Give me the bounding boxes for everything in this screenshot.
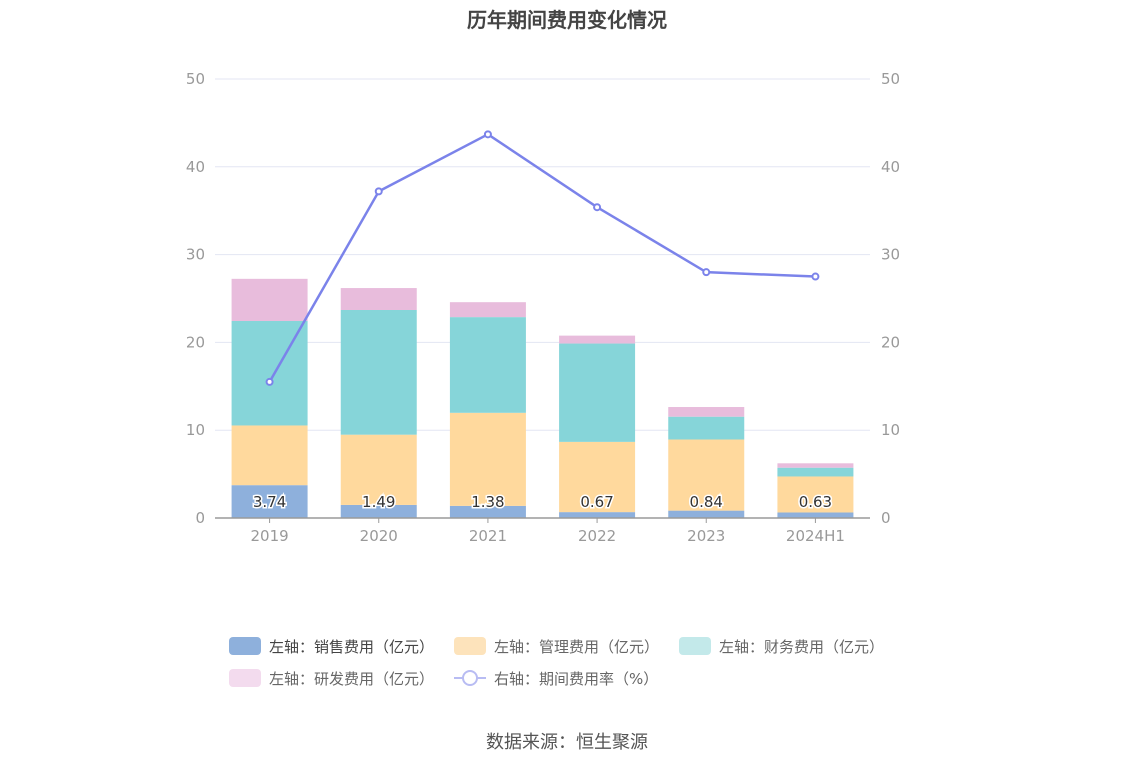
y-right-tick-label: 30 <box>881 246 900 264</box>
bar-segment <box>777 463 854 468</box>
y-right-tick-label: 40 <box>881 158 900 176</box>
bar-segment <box>449 412 526 506</box>
bar-segment <box>668 439 745 511</box>
bar-segment <box>777 467 854 477</box>
bar-data-label: 0.84 <box>690 493 723 511</box>
bar-segment <box>231 278 308 321</box>
legend-label-admin: 左轴：管理费用（亿元） <box>494 637 660 656</box>
y-left-tick-label: 40 <box>186 158 205 176</box>
bar-segment <box>559 512 636 518</box>
bar-segment <box>668 407 745 417</box>
y-left-tick-label: 20 <box>186 333 205 351</box>
y-right-tick-label: 20 <box>881 333 900 351</box>
legend-item-sales[interactable]: 左轴：销售费用（亿元） <box>229 636 434 657</box>
bar-segment <box>340 288 417 311</box>
x-tick-label: 2019 <box>250 527 288 545</box>
x-tick-label: 2024H1 <box>786 527 845 545</box>
bar-segment <box>340 310 417 435</box>
y-left-tick-label: 10 <box>186 421 205 439</box>
legend-item-rd[interactable]: 左轴：研发费用（亿元） <box>229 668 434 689</box>
rate-point <box>593 203 602 212</box>
rate-point <box>483 130 492 139</box>
chart-title: 历年期间费用变化情况 <box>467 8 667 32</box>
legend-swatch-sales <box>229 637 261 655</box>
legend-item-finance[interactable]: 左轴：财务费用（亿元） <box>679 636 884 657</box>
bar-segment <box>559 441 636 513</box>
legend-swatch-rate <box>454 669 487 687</box>
y-right-tick-label: 50 <box>881 70 900 88</box>
rate-line <box>268 132 816 383</box>
data-source: 数据来源：恒生聚源 <box>486 732 648 753</box>
bar-segment <box>668 416 745 440</box>
x-tick-label: 2021 <box>469 527 507 545</box>
legend-swatch-rd <box>229 669 261 687</box>
bar-data-label: 1.49 <box>362 493 395 511</box>
bar-data-label: 3.74 <box>253 493 286 511</box>
bar-segment <box>777 512 854 518</box>
rate-point <box>811 272 820 281</box>
legend-label-rate: 右轴：期间费用率（%） <box>494 669 659 688</box>
y-right-tick-label: 0 <box>881 509 891 527</box>
y-right-tick-label: 10 <box>881 421 900 439</box>
x-tick-label: 2020 <box>360 527 398 545</box>
bar-segment <box>340 504 417 518</box>
bar-data-label: 0.63 <box>799 493 832 511</box>
bar-segment <box>231 485 308 518</box>
y-left-tick-label: 50 <box>186 70 205 88</box>
bar-data-label: 1.38 <box>471 493 504 511</box>
x-tick-label: 2023 <box>687 527 725 545</box>
legend-label-rd: 左轴：研发费用（亿元） <box>269 669 435 688</box>
rate-point <box>374 187 383 196</box>
bar-segment <box>449 302 526 318</box>
rate-point <box>702 268 711 277</box>
y-left-tick-label: 0 <box>195 509 205 527</box>
bar-segment <box>449 505 526 518</box>
bar-segment <box>449 317 526 413</box>
legend-item-admin[interactable]: 左轴：管理费用（亿元） <box>454 636 659 657</box>
bar-data-label: 0.67 <box>580 493 613 511</box>
bar-segment <box>340 434 417 505</box>
rate-point <box>265 377 274 386</box>
chart-legend: 左轴：销售费用（亿元） 左轴：管理费用（亿元） 左轴：财务费用（亿元） 左轴：研… <box>229 630 929 694</box>
bar-segment <box>231 425 308 486</box>
x-tick-label: 2022 <box>578 527 616 545</box>
bar-segment <box>777 476 854 513</box>
bar-segment <box>668 510 745 518</box>
bar-segment <box>559 335 636 344</box>
legend-swatch-admin <box>454 637 487 655</box>
legend-label-sales: 左轴：销售费用（亿元） <box>269 637 435 656</box>
bar-segment <box>559 343 636 442</box>
legend-label-finance: 左轴：财务费用（亿元） <box>719 637 885 656</box>
legend-item-rate[interactable]: 右轴：期间费用率（%） <box>454 668 658 689</box>
y-left-tick-label: 30 <box>186 246 205 264</box>
legend-swatch-finance <box>679 637 712 655</box>
